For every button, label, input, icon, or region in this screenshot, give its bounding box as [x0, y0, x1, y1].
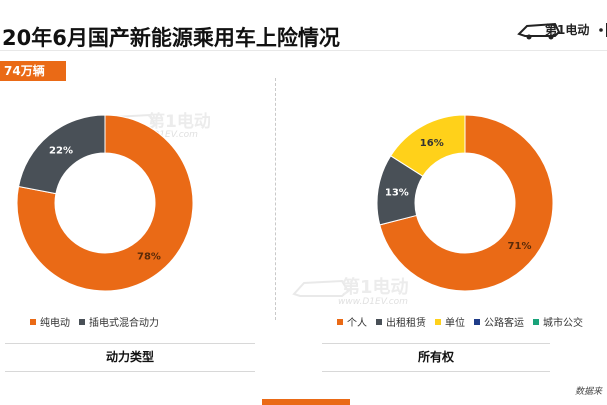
donut-chart-ownership: 71% 13% 16%: [376, 114, 554, 292]
source-note: 数据来: [575, 387, 603, 397]
watermark-logo: 第1电动: [292, 276, 409, 298]
legend-item-0-0: 纯电动: [30, 314, 70, 329]
legend-item-0-1: 插电式混合动力: [79, 314, 159, 329]
watermark-url: www.D1EV.com: [338, 297, 408, 307]
legend-label: 城市公交: [543, 318, 583, 329]
caption-rule: [5, 371, 255, 372]
donut-slice-1-0: [379, 114, 554, 292]
legend-label: 单位: [445, 318, 465, 329]
data-label-1-1: 13%: [385, 188, 409, 199]
legend-label: 出租租赁: [386, 318, 426, 329]
legend-item-1-2: 单位: [435, 314, 465, 329]
legend-ownership: 个人 出租租赁 单位 公路客运 城市公交: [337, 314, 592, 329]
legend-label: 纯电动: [40, 318, 70, 329]
logo-text: 第1电动: [545, 22, 589, 37]
caption-ownership: 所有权: [417, 350, 454, 364]
legend-swatch: [79, 318, 85, 325]
caption-rule: [322, 343, 550, 344]
data-label-0-0: 78%: [137, 252, 161, 263]
legend-swatch: [376, 318, 382, 325]
svg-text:第1电动: 第1电动: [342, 276, 409, 298]
legend-swatch: [533, 318, 539, 325]
legend-swatch: [435, 318, 441, 325]
legend-swatch: [474, 318, 480, 325]
legend-item-1-4: 城市公交: [533, 314, 583, 329]
legend-item-1-3: 公路客运: [474, 314, 524, 329]
bottom-accent-bar: [262, 399, 350, 405]
data-label-1-0: 71%: [508, 241, 532, 252]
legend-swatch: [337, 318, 343, 325]
car-icon: [517, 22, 561, 40]
data-label-1-2: 16%: [420, 138, 444, 149]
legend-label: 个人: [347, 318, 367, 329]
donut-slice-0-0: [16, 114, 194, 292]
svg-text:第1电动: 第1电动: [148, 111, 210, 132]
donut-slice-0-1: [17, 114, 106, 195]
legend-power-type: 纯电动 插电式混合动力: [30, 314, 168, 329]
legend-item-1-1: 出租租赁: [376, 314, 426, 329]
legend-label: 公路客运: [484, 318, 524, 329]
legend-item-1-0: 个人: [337, 314, 367, 329]
donut-slice-1-2: [390, 114, 466, 177]
page-title: 20年6月国产新能源乘用车上险情况: [2, 26, 340, 50]
legend-swatch: [30, 318, 36, 325]
caption-rule: [322, 371, 550, 372]
center-separator: [275, 78, 276, 320]
caption-power-type: 动力类型: [105, 350, 154, 364]
header-divider: [0, 50, 607, 51]
watermark-url: www.D1EV.com: [128, 130, 198, 140]
logo: 第1电动: [517, 22, 607, 40]
caption-rule: [5, 343, 255, 344]
legend-label: 插电式混合动力: [89, 318, 159, 329]
total-badge: 74万辆: [0, 61, 66, 81]
data-label-0-1: 22%: [49, 145, 73, 156]
donut-chart-power-type: 78% 22%: [16, 114, 194, 292]
